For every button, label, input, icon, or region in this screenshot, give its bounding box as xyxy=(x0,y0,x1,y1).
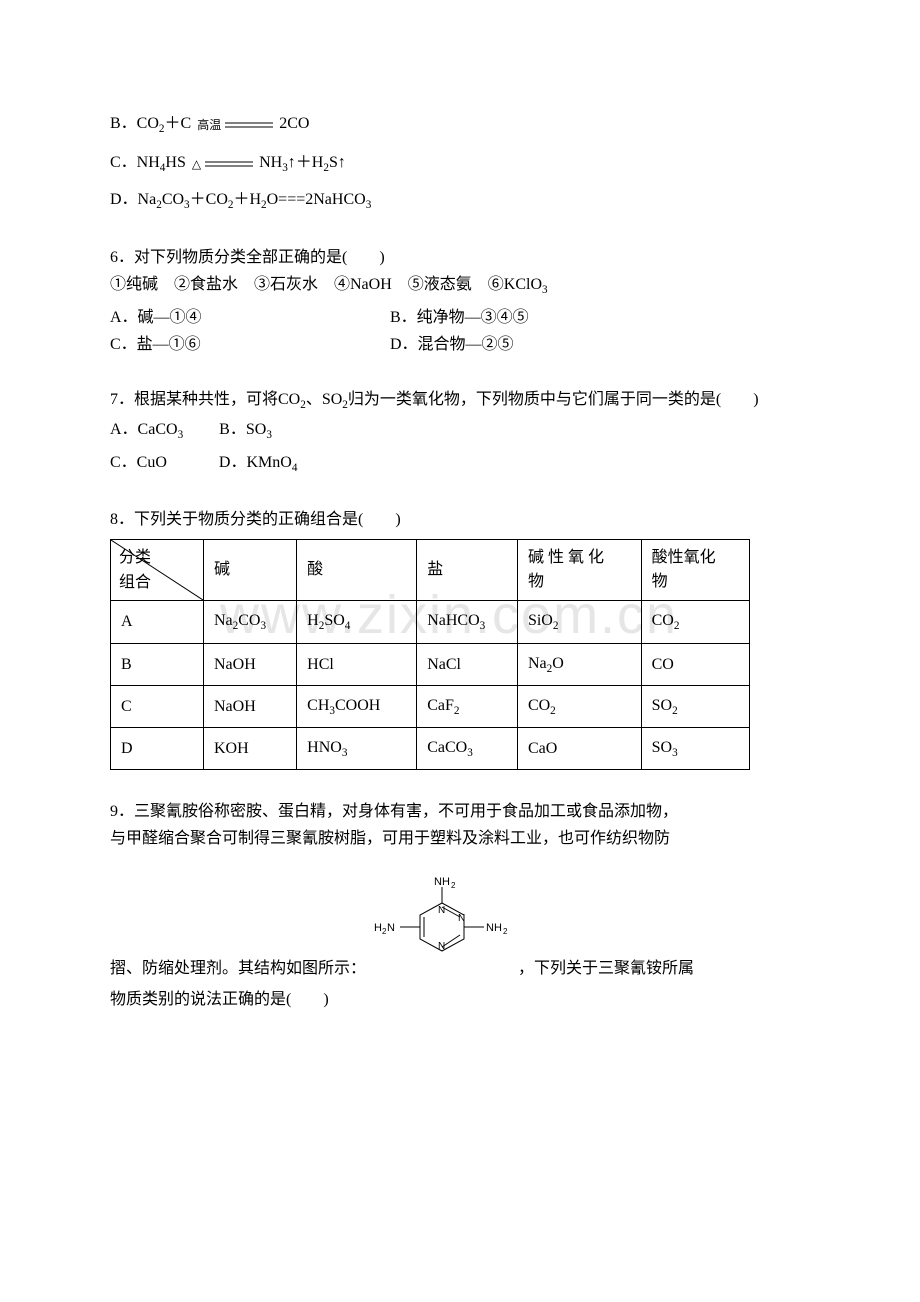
q8-rA-k: A xyxy=(111,601,204,643)
q8-cell: HNO3 xyxy=(297,727,417,769)
q6-options-row2: C．盐—①⑥ D．混合物—②⑤ xyxy=(110,331,810,358)
q6-options-row1: A．碱—①④ B．纯净物—③④⑤ xyxy=(110,304,810,331)
svg-text:N: N xyxy=(387,922,395,934)
svg-text:H: H xyxy=(374,922,382,934)
q8-cell: CO2 xyxy=(517,685,641,727)
eq-c-rhs: NH3↑＋H2S↑ xyxy=(259,154,346,171)
arrow-high-temp-icon: 高温 xyxy=(197,111,273,138)
q8-cell: CO2 xyxy=(641,601,749,643)
eq-d-text: D．Na2CO3＋CO2＋H2O===2NaHCO3 xyxy=(110,191,371,208)
q8-cell: SiO2 xyxy=(517,601,641,643)
svg-text:NH: NH xyxy=(434,876,450,888)
q6-optB: B．纯净物—③④⑤ xyxy=(390,304,529,331)
q7-optB: B．SO3 xyxy=(219,421,272,438)
q8-cell: CH3COOH xyxy=(297,685,417,727)
q7-optA: A．CaCO3 xyxy=(110,421,183,438)
melamine-structure-icon: NH2 NH2 H2N N N N xyxy=(372,873,512,982)
q6-items: ①纯碱 ②食盐水 ③石灰水 ④NaOH ⑤液态氨 ⑥KClO3 xyxy=(110,271,810,300)
q8-cell: CO xyxy=(641,643,749,685)
q8-cell: Na2CO3 xyxy=(204,601,297,643)
q7-options-row2: C．CuO D．KMnO4 xyxy=(110,449,810,478)
svg-text:NH: NH xyxy=(486,922,502,934)
svg-text:N: N xyxy=(438,905,445,916)
equation-b: B．CO2＋C 高温 2CO xyxy=(110,110,810,139)
q8-h3: 盐 xyxy=(417,540,518,601)
q7-options-row1: A．CaCO3 B．SO3 xyxy=(110,416,810,445)
q6-optD: D．混合物—②⑤ xyxy=(390,331,514,358)
q8-rD-k: D xyxy=(111,727,204,769)
q8-table: 分类 组合 碱 酸 盐 碱 性 氧 化物 酸性氧化物 A Na2CO3 H2SO… xyxy=(110,539,750,770)
q7-stem: 7．根据某种共性，可将CO2、SO2归为一类氧化物，下列物质中与它们属于同一类的… xyxy=(110,386,810,415)
q8-cell: NaOH xyxy=(204,685,297,727)
q8-cell: CaO xyxy=(517,727,641,769)
eq-c-part: C．NH4HS xyxy=(110,154,186,171)
q9-line4: 物质类别的说法正确的是( ) xyxy=(110,986,810,1013)
svg-text:2: 2 xyxy=(451,881,456,890)
q8-diag-header: 分类 组合 xyxy=(111,540,204,601)
eq-b-condition: 高温 xyxy=(197,118,221,132)
svg-text:N: N xyxy=(438,941,445,952)
q8-cell: NaCl xyxy=(417,643,518,685)
q7-optC: C．CuO xyxy=(110,454,167,471)
eq-c-condition: △ xyxy=(192,157,201,171)
q8-h5: 酸性氧化物 xyxy=(641,540,749,601)
eq-b-lhs: B．CO2＋C xyxy=(110,115,191,132)
q8-cell: CaCO3 xyxy=(417,727,518,769)
q8-cell: CaF2 xyxy=(417,685,518,727)
table-row: B NaOH HCl NaCl Na2O CO xyxy=(111,643,750,685)
q9-line2: 与甲醛缩合聚合可制得三聚氰胺树脂，可用于塑料及涂料工业，也可作纺织物防 xyxy=(110,825,810,852)
q8-rC-k: C xyxy=(111,685,204,727)
table-row: D KOH HNO3 CaCO3 CaO SO3 xyxy=(111,727,750,769)
q8-cell: Na2O xyxy=(517,643,641,685)
arrow-triangle-icon: △ xyxy=(192,150,253,177)
q8-cell: NaHCO3 xyxy=(417,601,518,643)
table-row: A Na2CO3 H2SO4 NaHCO3 SiO2 CO2 xyxy=(111,601,750,643)
eq-b-rhs: 2CO xyxy=(279,115,309,132)
q8-cell: NaOH xyxy=(204,643,297,685)
q8-cell: SO3 xyxy=(641,727,749,769)
q9-line3b: ，下列关于三聚氰铵所属 xyxy=(518,955,694,982)
q8-diag-top: 分类 xyxy=(119,544,151,571)
equation-c: C．NH4HS △ NH3↑＋H2S↑ xyxy=(110,149,810,178)
q6-optA: A．碱—①④ xyxy=(110,304,390,331)
svg-text:2: 2 xyxy=(503,927,508,936)
q6-stem: 6．对下列物质分类全部正确的是( ) xyxy=(110,244,810,271)
q8-cell: SO2 xyxy=(641,685,749,727)
q8-h4: 碱 性 氧 化物 xyxy=(517,540,641,601)
q9-line1: 9．三聚氰胺俗称密胺、蛋白精，对身体有害，不可用于食品加工或食品添加物， xyxy=(110,798,810,825)
q8-cell: HCl xyxy=(297,643,417,685)
q9-line3: 摺、防缩处理剂。其结构如图所示： xyxy=(110,873,810,982)
table-row: C NaOH CH3COOH CaF2 CO2 SO2 xyxy=(111,685,750,727)
q8-h1: 碱 xyxy=(204,540,297,601)
table-row: 分类 组合 碱 酸 盐 碱 性 氧 化物 酸性氧化物 xyxy=(111,540,750,601)
q8-diag-bottom: 组合 xyxy=(119,569,151,596)
q8-stem: 8．下列关于物质分类的正确组合是( ) xyxy=(110,506,810,533)
q8-rB-k: B xyxy=(111,643,204,685)
equation-d: D．Na2CO3＋CO2＋H2O===2NaHCO3 xyxy=(110,186,810,215)
q6-optC: C．盐—①⑥ xyxy=(110,331,390,358)
q9-line3a: 摺、防缩处理剂。其结构如图所示： xyxy=(110,955,366,982)
q8-cell: H2SO4 xyxy=(297,601,417,643)
q8-h2: 酸 xyxy=(297,540,417,601)
q8-cell: KOH xyxy=(204,727,297,769)
q7-optD: D．KMnO4 xyxy=(219,454,298,471)
svg-text:N: N xyxy=(458,913,465,924)
